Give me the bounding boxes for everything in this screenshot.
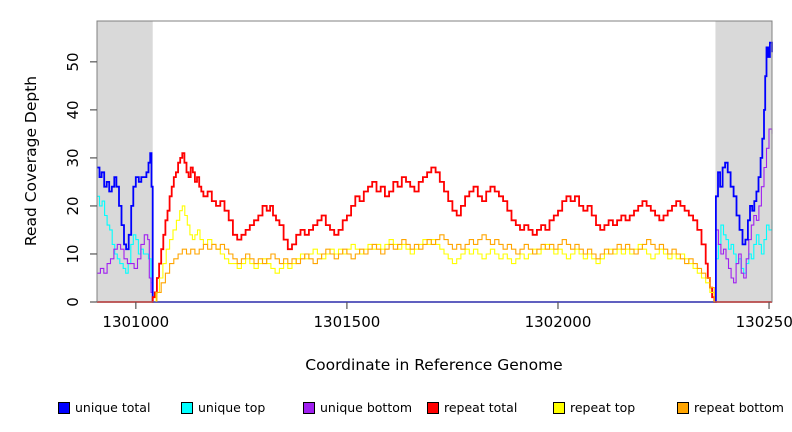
y-tick-label: 30 [64, 148, 82, 168]
y-tick-label: 20 [64, 196, 82, 216]
legend-swatch-icon [427, 402, 439, 414]
y-axis-title: Read Coverage Depth [22, 75, 40, 247]
legend-swatch-icon [553, 402, 565, 414]
legend-label: unique bottom [320, 400, 413, 415]
series-line-unique-top [97, 195, 773, 303]
legend-swatch-icon [181, 402, 193, 414]
series-line-unique-total [97, 41, 773, 303]
legend-label: unique top [198, 400, 266, 415]
legend-label: repeat top [570, 400, 636, 415]
shaded-region [715, 21, 772, 302]
legend-swatch-icon [677, 402, 689, 414]
y-tick-label: 40 [64, 100, 82, 120]
series-line-unique-bottom [97, 128, 773, 303]
y-tick-label: 10 [64, 244, 82, 264]
series-line-repeat-top [97, 205, 772, 303]
x-tick-label: 1301000 [102, 313, 170, 331]
legend-swatch-icon [58, 402, 70, 414]
shaded-region [97, 21, 153, 302]
legend-label: repeat bottom [694, 400, 784, 415]
y-tick-label: 0 [64, 297, 82, 307]
x-axis-title: Coordinate in Reference Genome [305, 356, 563, 374]
series-line-repeat-total [97, 152, 772, 303]
plot-box [96, 20, 773, 303]
x-tick-label: 1301500 [313, 313, 381, 331]
x-tick-label: 1302000 [524, 313, 592, 331]
y-tick-label: 50 [64, 52, 82, 72]
legend-swatch-icon [303, 402, 315, 414]
series-line-repeat-bottom [97, 234, 772, 303]
legend-label: repeat total [444, 400, 518, 415]
legend-label: unique total [75, 400, 151, 415]
